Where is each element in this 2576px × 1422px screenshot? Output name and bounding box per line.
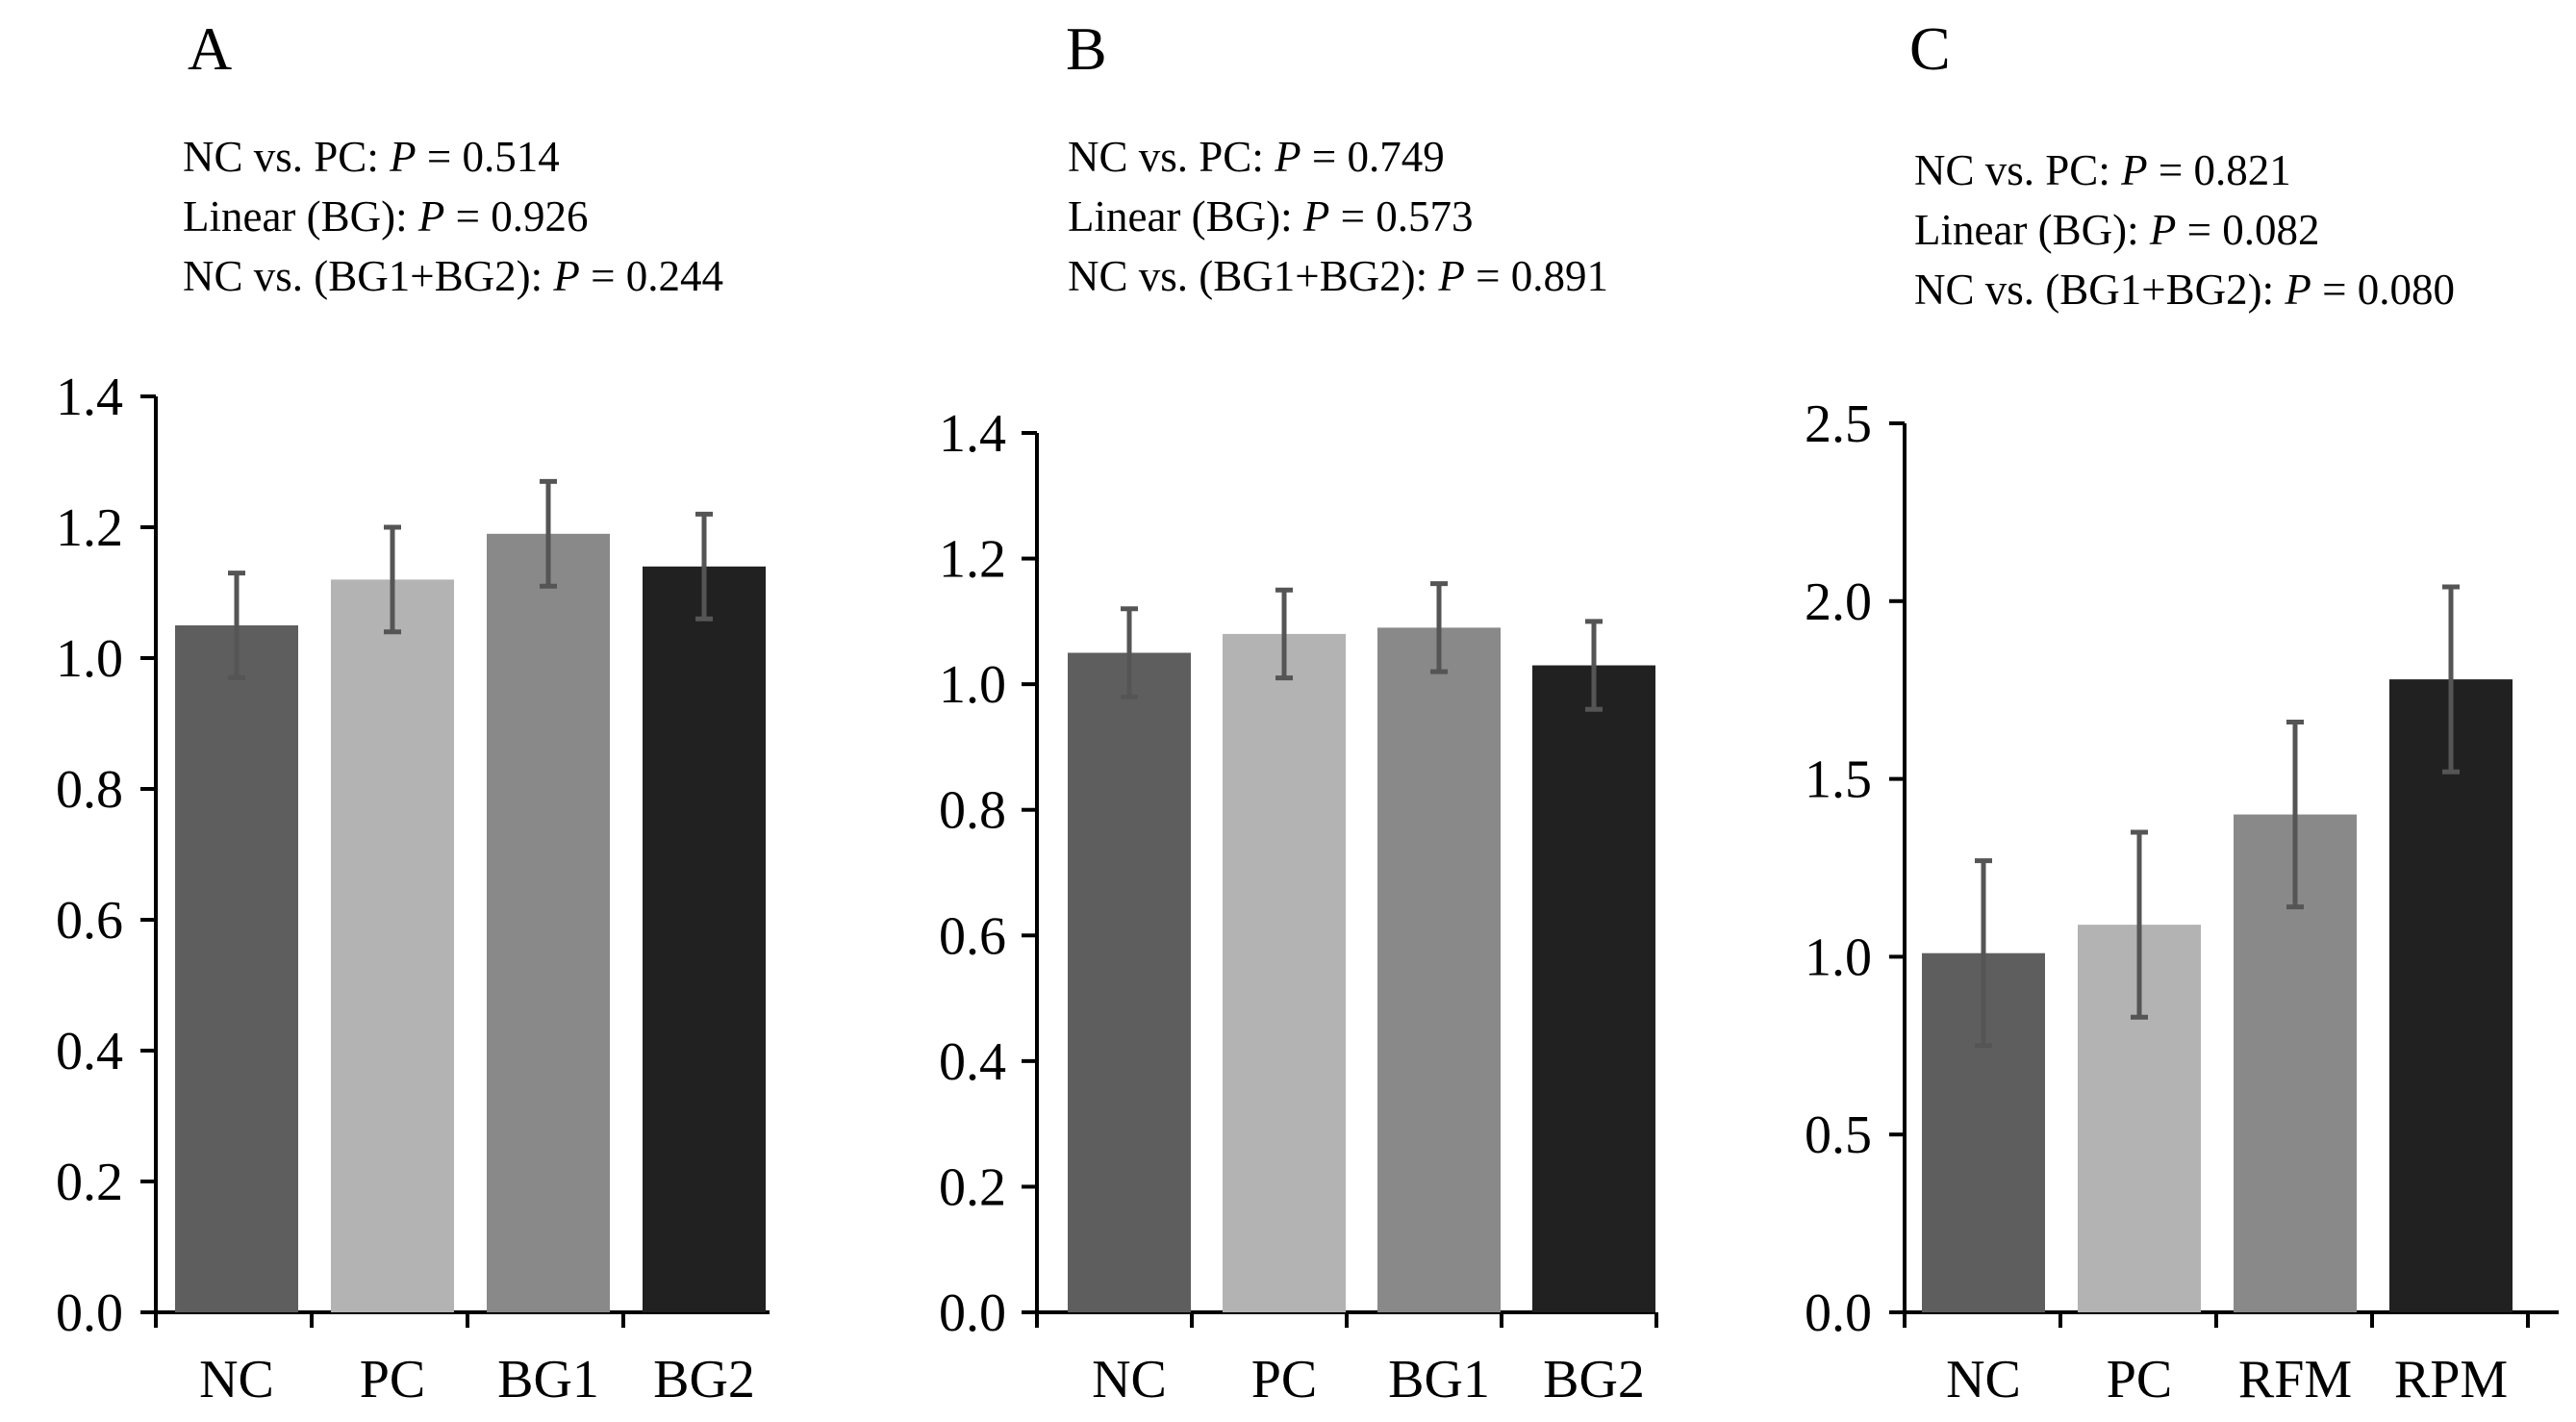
panel-c-category-label: RFM: [2238, 1350, 2352, 1409]
panel-a-y-tick-label: 1.2: [56, 498, 123, 558]
panel-c-stat-3: NC vs. (BG1+BG2): P = 0.080: [1914, 266, 2455, 314]
panel-a-category-label: NC: [199, 1350, 274, 1409]
panel-c-bar-rpm: [2389, 679, 2513, 1312]
panel-c-y-tick-label: 0.5: [1805, 1105, 1872, 1165]
panel-c-y-tick-label: 0.0: [1805, 1283, 1872, 1343]
panel-b-y-tick-label: 0.4: [939, 1032, 1006, 1092]
panel-a-y-tick-label: 0.4: [56, 1022, 123, 1081]
panel-c-category-label: PC: [2107, 1350, 2173, 1409]
panel-a-plot: 0.0 0.2 0.4 0.6 0.8 1.0 1.2 1.4 NC PC BG1 BG2: [56, 368, 770, 1409]
panel-c: C NC vs. PC: P = 0.821 Linear (BG): P = …: [1805, 14, 2559, 1409]
panel-c-plot: 0.0 0.5 1.0 1.5 2.0 2.5 NC PC RFM RPM: [1805, 394, 2559, 1409]
panel-b-bar-pc: [1223, 633, 1346, 1312]
panel-c-category-label: RPM: [2394, 1350, 2508, 1409]
panel-c-stat-1: NC vs. PC: P = 0.821: [1914, 146, 2291, 194]
panel-c-category-label: NC: [1946, 1350, 2021, 1409]
panel-a-bar-bg1: [487, 533, 610, 1312]
panel-a: A NC vs. PC: P = 0.514 Linear (BG): P = …: [56, 14, 770, 1409]
panel-b-bar-nc: [1068, 652, 1191, 1312]
panel-b-category-label: NC: [1092, 1350, 1167, 1409]
panel-c-y-tick-label: 2.5: [1805, 394, 1872, 454]
panel-b-stat-3: NC vs. (BG1+BG2): P = 0.891: [1068, 252, 1608, 300]
panel-a-bar-nc: [175, 625, 298, 1312]
panel-b-category-label: BG1: [1388, 1350, 1490, 1409]
panel-c-letter: C: [1909, 14, 1951, 83]
panel-c-stats: NC vs. PC: P = 0.821 Linear (BG): P = 0.…: [1914, 146, 2455, 314]
panel-a-y-tick-label: 0.8: [56, 760, 123, 820]
panel-b-y-tick-label: 1.0: [939, 655, 1006, 715]
panel-a-stat-2: Linear (BG): P = 0.926: [183, 192, 589, 241]
panel-b-stat-2: Linear (BG): P = 0.573: [1068, 192, 1474, 241]
panel-c-y-tick-label: 2.0: [1805, 572, 1872, 632]
panel-a-category-label: BG1: [497, 1350, 599, 1409]
panel-a-bar-bg2: [643, 566, 766, 1312]
panel-a-category-label: BG2: [653, 1350, 755, 1409]
panel-b-category-label: BG2: [1543, 1350, 1645, 1409]
panel-b-letter: B: [1066, 14, 1107, 83]
panel-b: B NC vs. PC: P = 0.749 Linear (BG): P = …: [939, 14, 1658, 1409]
panel-a-letter: A: [188, 14, 232, 83]
panel-c-y-tick-label: 1.5: [1805, 750, 1872, 810]
panel-a-stat-1: NC vs. PC: P = 0.514: [183, 133, 560, 181]
panel-b-y-tick-label: 0.8: [939, 781, 1006, 841]
panel-b-y-tick-label: 1.4: [939, 404, 1006, 464]
panel-a-stats: NC vs. PC: P = 0.514 Linear (BG): P = 0.…: [183, 133, 723, 300]
panel-a-y-tick-label: 1.4: [56, 368, 123, 427]
panel-b-stats: NC vs. PC: P = 0.749 Linear (BG): P = 0.…: [1068, 133, 1608, 300]
panel-a-y-tick-label: 0.0: [56, 1283, 123, 1343]
panel-b-plot: 0.0 0.2 0.4 0.6 0.8 1.0 1.2 1.4 NC PC BG1 BG2: [939, 404, 1658, 1409]
panel-b-y-tick-label: 1.2: [939, 530, 1006, 590]
panel-a-bar-pc: [331, 579, 454, 1312]
panel-a-y-tick-label: 0.6: [56, 891, 123, 951]
panel-a-y-tick-label: 1.0: [56, 629, 123, 689]
panel-b-y-tick-label: 0.0: [939, 1283, 1006, 1343]
panel-b-y-tick-label: 0.2: [939, 1157, 1006, 1217]
panel-b-bar-bg2: [1532, 665, 1655, 1312]
panel-c-stat-2: Linear (BG): P = 0.082: [1914, 206, 2320, 254]
panel-a-y-tick-label: 0.2: [56, 1153, 123, 1212]
panel-a-category-label: PC: [360, 1350, 426, 1409]
panel-a-stat-3: NC vs. (BG1+BG2): P = 0.244: [183, 252, 723, 300]
panel-c-y-tick-label: 1.0: [1805, 927, 1872, 987]
panel-b-y-tick-label: 0.6: [939, 906, 1006, 966]
panel-b-stat-1: NC vs. PC: P = 0.749: [1068, 133, 1445, 181]
panel-b-category-label: PC: [1251, 1350, 1318, 1409]
panel-b-bar-bg1: [1377, 627, 1501, 1312]
